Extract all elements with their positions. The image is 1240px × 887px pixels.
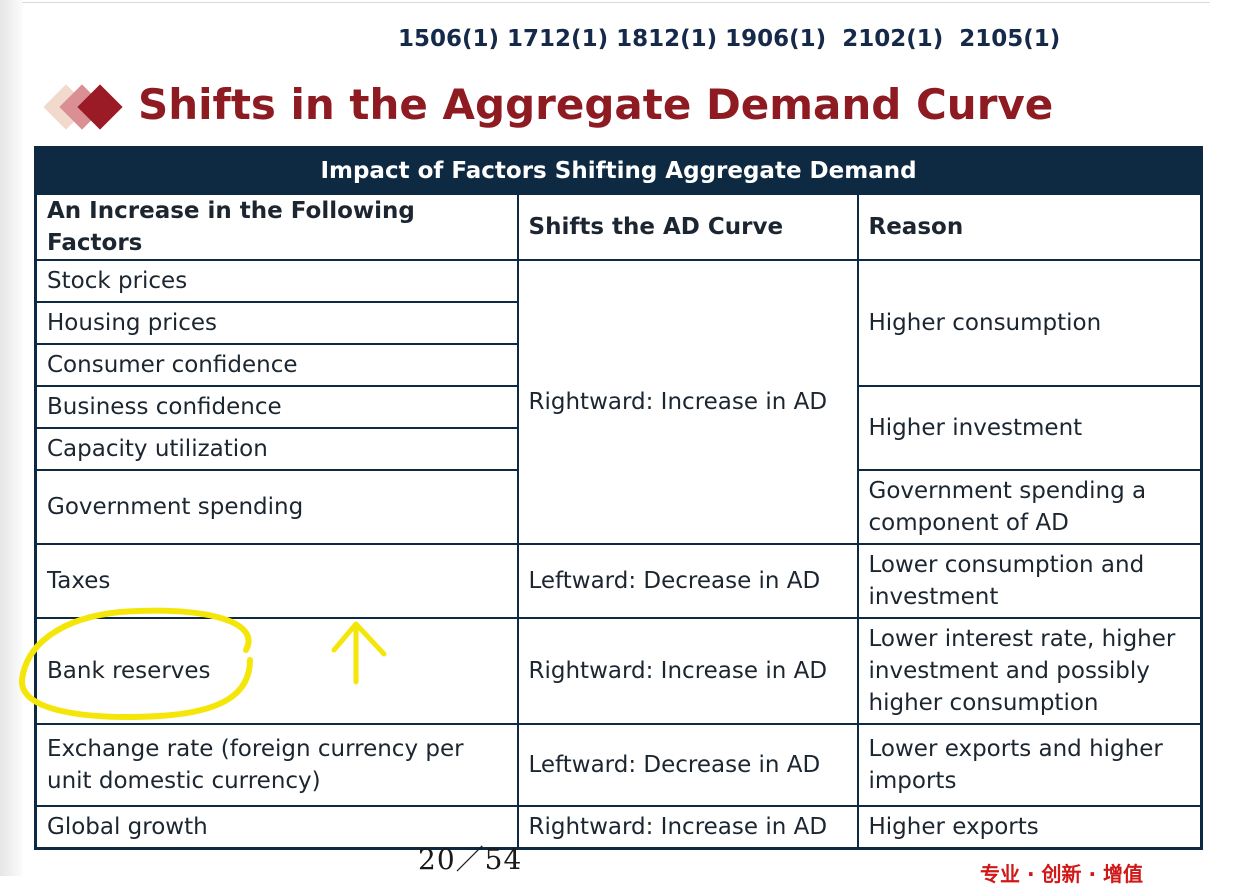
- top-rule: [22, 2, 1210, 3]
- factor-consumer-confidence: Consumer confidence: [34, 343, 519, 387]
- header-reason: Reason: [856, 193, 1203, 261]
- factor-stock-prices: Stock prices: [34, 259, 519, 303]
- slide-title: Shifts in the Aggregate Demand Curve: [138, 80, 1054, 129]
- factor-government-spending: Government spending: [34, 469, 519, 545]
- table-row: Stock prices Rightward: Increase in AD H…: [34, 259, 1203, 545]
- reason-investment: Higher investment: [856, 385, 1203, 471]
- factor-bank-reserves: Bank reserves: [34, 617, 519, 725]
- factor-exchange-rate: Exchange rate (foreign currency per unit…: [34, 723, 519, 807]
- header-factors: An Increase in the Following Factors: [34, 193, 519, 261]
- table-row: Bank reserves Rightward: Increase in AD …: [34, 617, 1203, 725]
- page-number: 20／54: [418, 843, 523, 876]
- reason-taxes: Lower consumption and investment: [856, 543, 1203, 619]
- table-row: Business confidence Higher investment: [34, 385, 1203, 471]
- reason-consumption: Higher consumption: [856, 259, 1203, 387]
- factor-housing-prices: Housing prices: [34, 301, 519, 345]
- table-row: Exchange rate (foreign currency per unit…: [34, 723, 1203, 807]
- factor-global-growth: Global growth: [34, 805, 519, 850]
- table-row: Global growth Rightward: Increase in AD …: [34, 805, 1203, 850]
- factor-business-confidence: Business confidence: [34, 385, 519, 429]
- factor-capacity-utilization: Capacity utilization: [34, 427, 519, 471]
- shift-taxes: Leftward: Decrease in AD: [516, 543, 859, 619]
- shift-global-growth: Rightward: Increase in AD: [516, 805, 859, 850]
- shift-rightward-group: Rightward: Increase in AD: [516, 259, 859, 545]
- table-row: Consumer confidence: [34, 343, 1202, 387]
- reason-exchange-rate: Lower exports and higher imports: [856, 723, 1203, 807]
- table-row: Capacity utilization: [34, 427, 1202, 471]
- page-edge: [0, 0, 22, 876]
- ad-factors-table: Impact of Factors Shifting Aggregate Dem…: [34, 146, 1204, 850]
- factor-taxes: Taxes: [34, 543, 519, 619]
- shift-exchange-rate: Leftward: Decrease in AD: [516, 723, 859, 807]
- table-row: Housing prices: [34, 301, 1202, 345]
- footer-tagline: 专业 · 创新 · 增值: [980, 862, 1144, 886]
- table-row: Taxes Leftward: Decrease in AD Lower con…: [34, 543, 1203, 619]
- table-row: Government spending Government spending …: [34, 469, 1203, 545]
- reason-global-growth: Higher exports: [856, 805, 1203, 850]
- reason-government: Government spending a component of AD: [856, 469, 1203, 545]
- diamond-bullet-icon: [43, 84, 134, 132]
- header-shift: Shifts the AD Curve: [516, 193, 859, 261]
- table-caption: Impact of Factors Shifting Aggregate Dem…: [34, 146, 1203, 195]
- exam-codes: 1506(1) 1712(1) 1812(1) 1906(1) 2102(1) …: [398, 26, 1061, 52]
- shift-bank-reserves: Rightward: Increase in AD: [516, 617, 859, 725]
- reason-bank-reserves: Lower interest rate, higher investment a…: [856, 617, 1203, 725]
